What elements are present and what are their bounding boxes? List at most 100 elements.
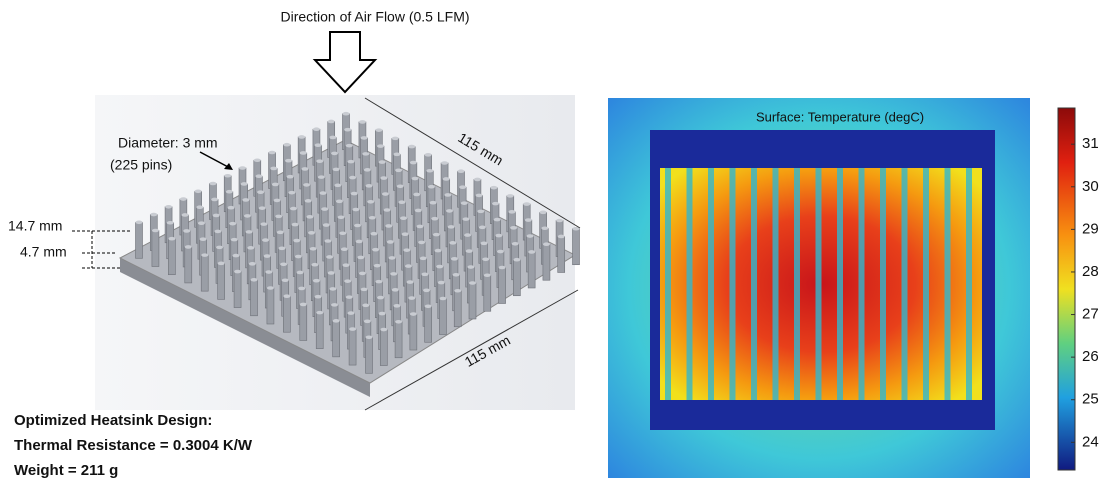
pin-height-label: 14.7 mm — [8, 218, 62, 234]
pin-top — [180, 197, 187, 201]
pin-top — [278, 247, 285, 251]
pin-top — [295, 255, 302, 259]
pin-top — [495, 234, 502, 238]
pin-top — [508, 210, 515, 214]
pin-top — [165, 205, 172, 209]
pin-top — [497, 250, 504, 254]
pin-top — [392, 288, 399, 292]
pin — [316, 313, 323, 349]
sim-pin-column — [859, 168, 865, 400]
pin-top — [366, 184, 373, 188]
pin-top — [382, 192, 389, 196]
pin — [425, 306, 432, 342]
pin — [454, 291, 461, 327]
pin-top — [329, 287, 336, 291]
pin-top — [459, 185, 466, 189]
pin-top — [150, 213, 157, 217]
pin-top — [510, 226, 517, 230]
pin-top — [316, 159, 323, 163]
pin-top — [413, 193, 420, 197]
pin — [410, 314, 417, 350]
pin-top — [346, 144, 353, 148]
pin-top — [466, 249, 473, 253]
pin-top — [420, 257, 427, 261]
pin-top — [415, 209, 422, 213]
pin-top — [389, 256, 396, 260]
pin-top — [541, 226, 548, 230]
pin-top — [341, 247, 348, 251]
pin-top — [338, 215, 345, 219]
pin-top — [448, 225, 455, 229]
pin-top — [476, 194, 483, 198]
pin-top — [354, 224, 361, 228]
pin-top — [441, 161, 448, 165]
pin-top — [494, 218, 501, 222]
pin — [300, 304, 307, 340]
pin-top — [513, 258, 520, 262]
pin-top — [362, 152, 369, 156]
pin-top — [333, 168, 340, 172]
pin — [185, 247, 192, 283]
pin-top — [359, 272, 366, 276]
pin-top — [269, 151, 276, 155]
pin-top — [292, 223, 299, 227]
pin-top — [369, 216, 376, 220]
pin — [513, 260, 520, 296]
pin-top — [272, 183, 279, 187]
pin-top — [398, 200, 405, 204]
pin-top — [321, 207, 328, 211]
pin-top — [410, 312, 417, 316]
pin — [152, 230, 159, 266]
sim-pin-column — [708, 168, 714, 400]
pin-top — [152, 229, 159, 233]
pin-top — [300, 151, 307, 155]
pin-top — [375, 280, 382, 284]
pin — [469, 283, 476, 319]
sim-pin-column — [816, 168, 822, 400]
diameter-label: Diameter: 3 mm — [118, 135, 218, 151]
airflow-arrow — [315, 32, 375, 92]
sim-pin-column — [902, 168, 908, 400]
pin-top — [479, 226, 486, 230]
pin — [558, 236, 565, 272]
pin-top — [421, 273, 428, 277]
pin-top — [540, 210, 547, 214]
pin-top — [433, 233, 440, 237]
sim-pin-column — [923, 168, 929, 400]
pin-top — [435, 249, 442, 253]
pin — [484, 275, 491, 311]
pin-top — [464, 233, 471, 237]
pin-top — [397, 184, 404, 188]
pin-top — [347, 160, 354, 164]
pin-top — [315, 295, 322, 299]
pin-top — [379, 312, 386, 316]
pin-top — [370, 232, 377, 236]
pin — [499, 267, 506, 303]
pin-top — [244, 214, 251, 218]
pin-top — [313, 127, 320, 131]
pin-top — [481, 242, 488, 246]
pin-top — [405, 264, 412, 268]
sim-pins — [665, 168, 972, 400]
pin-top — [402, 232, 409, 236]
pin-top — [372, 248, 379, 252]
colorbar-tick-label: 25 — [1082, 391, 1099, 408]
pin — [439, 299, 446, 335]
figure: Direction of Air Flow (0.5 LFM) 115 mm 1… — [0, 0, 1104, 483]
pin-top — [260, 222, 267, 226]
pin-top — [195, 189, 202, 193]
pin — [528, 252, 535, 288]
pin-top — [499, 266, 506, 270]
pin — [218, 263, 225, 299]
pin-top — [443, 177, 450, 181]
colorbar-tick-label: 27 — [1082, 306, 1099, 323]
pin-top — [390, 272, 397, 276]
pin — [267, 288, 274, 324]
pin-top — [387, 240, 394, 244]
pin-top — [484, 273, 491, 277]
pin-top — [474, 178, 481, 182]
pin-top — [167, 221, 174, 225]
pin-top — [428, 185, 435, 189]
pin-top — [438, 281, 445, 285]
pin-top — [331, 303, 338, 307]
